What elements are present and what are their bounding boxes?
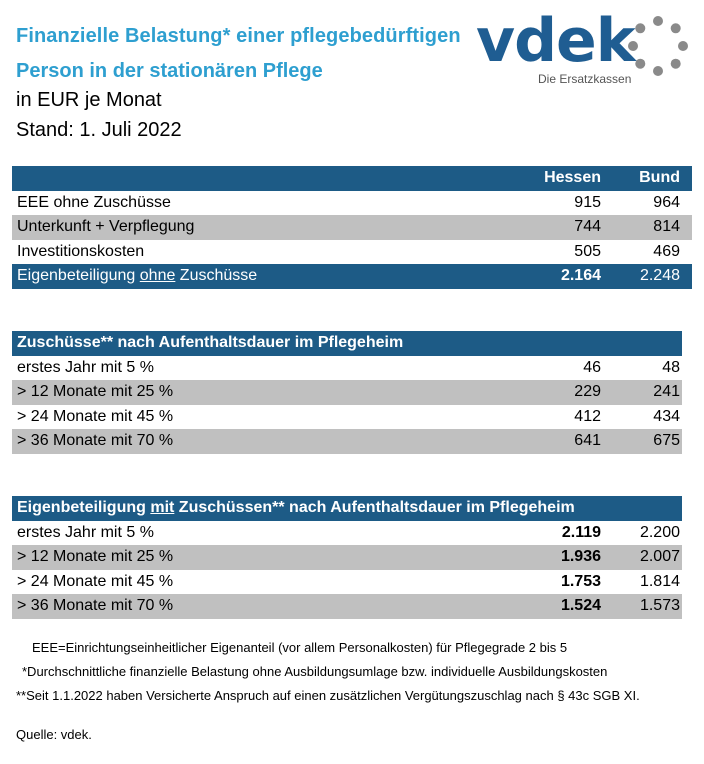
value-bund: 434 [653, 407, 680, 425]
total-hessen: 2.164 [560, 267, 601, 284]
row-label: Investitionskosten [17, 242, 145, 260]
footnote-star: *Durchschnittliche finanzielle Belastung… [22, 664, 608, 679]
subsidy-table: Zuschüsse** nach Aufenthaltsdauer im Pfl… [12, 331, 692, 454]
subsidy-header-label: Zuschüsse** nach Aufenthaltsdauer im Pfl… [17, 334, 404, 351]
logo-ring-icon [628, 16, 688, 76]
value-bund: 2.200 [639, 523, 680, 541]
copay-table-header: Eigenbeteiligung mit Zuschüssen** nach A… [12, 496, 692, 521]
logo-tagline: Die Ersatzkassen [538, 72, 632, 86]
col-hessen: Hessen [544, 169, 601, 186]
table-row: Investitionskosten 505 469 [12, 240, 692, 265]
value-bund: 241 [653, 383, 680, 400]
row-label: erstes Jahr mit 5 % [17, 358, 154, 376]
value-bund: 964 [653, 193, 680, 211]
value-bund: 814 [653, 218, 680, 235]
table-row: Unterkunft + Verpflegung 744 814 [12, 215, 692, 240]
title-line-2: Person in der stationären Pflege [16, 60, 323, 82]
table-row: > 36 Monate mit 70 % 1.524 1.573 [12, 594, 692, 619]
table-row: > 24 Monate mit 45 % 1.753 1.814 [12, 570, 692, 595]
value-hessen: 46 [583, 358, 601, 376]
logo-wordmark: vdek [476, 6, 636, 76]
row-label: > 36 Monate mit 70 % [17, 432, 174, 449]
value-hessen: 229 [574, 383, 601, 400]
col-bund: Bund [639, 169, 680, 186]
row-label: Unterkunft + Verpflegung [17, 218, 195, 235]
row-label: > 12 Monate mit 25 % [17, 548, 174, 565]
source-note: Quelle: vdek. [16, 727, 92, 742]
value-bund: 48 [662, 358, 680, 376]
total-label: Eigenbeteiligung ohne Zuschüsse [17, 267, 258, 284]
row-label: erstes Jahr mit 5 % [17, 523, 154, 541]
table-row: > 36 Monate mit 70 % 641 675 [12, 429, 692, 454]
title-line-1: Finanzielle Belastung* einer pflegebedür… [16, 25, 461, 47]
footnote-double-star: **Seit 1.1.2022 haben Versicherte Anspru… [16, 688, 640, 703]
subsidy-table-header: Zuschüsse** nach Aufenthaltsdauer im Pfl… [12, 331, 692, 356]
row-label: EEE ohne Zuschüsse [17, 193, 171, 211]
row-label: > 24 Monate mit 45 % [17, 572, 174, 590]
value-hessen: 1.753 [560, 572, 601, 590]
table-row: EEE ohne Zuschüsse 915 964 [12, 191, 692, 216]
cost-table-header: Hessen Bund [12, 166, 692, 191]
copay-with-subsidy-table: Eigenbeteiligung mit Zuschüssen** nach A… [12, 496, 692, 619]
copay-header-label: Eigenbeteiligung mit Zuschüssen** nach A… [17, 499, 575, 516]
unit-label: in EUR je Monat [16, 89, 162, 111]
value-bund: 469 [653, 242, 680, 260]
value-hessen: 641 [574, 432, 601, 449]
table-row: > 12 Monate mit 25 % 1.936 2.007 [12, 545, 692, 570]
value-hessen: 412 [574, 407, 601, 425]
value-hessen: 915 [574, 193, 601, 211]
table-row: erstes Jahr mit 5 % 2.119 2.200 [12, 521, 692, 546]
table-row: > 12 Monate mit 25 % 229 241 [12, 380, 692, 405]
total-bund: 2.248 [639, 267, 680, 284]
date-label: Stand: 1. Juli 2022 [16, 119, 182, 141]
cost-table: Hessen Bund EEE ohne Zuschüsse 915 964 U… [12, 166, 692, 289]
value-hessen: 2.119 [561, 523, 601, 541]
value-hessen: 1.936 [560, 548, 601, 565]
row-label: > 12 Monate mit 25 % [17, 383, 174, 400]
row-label: > 24 Monate mit 45 % [17, 407, 174, 425]
value-bund: 675 [653, 432, 680, 449]
row-label: > 36 Monate mit 70 % [17, 597, 174, 614]
value-bund: 1.814 [639, 572, 680, 590]
total-row: Eigenbeteiligung ohne Zuschüsse 2.164 2.… [12, 264, 692, 289]
value-hessen: 1.524 [560, 597, 601, 614]
footnote-eee: EEE=Einrichtungseinheitlicher Eigenantei… [32, 640, 568, 655]
value-hessen: 505 [574, 242, 601, 260]
value-bund: 2.007 [639, 548, 680, 565]
vdek-logo: vdek Die Ersatzkassen [476, 6, 696, 90]
table-row: erstes Jahr mit 5 % 46 48 [12, 356, 692, 381]
value-hessen: 744 [574, 218, 601, 235]
value-bund: 1.573 [639, 597, 680, 614]
table-row: > 24 Monate mit 45 % 412 434 [12, 405, 692, 430]
